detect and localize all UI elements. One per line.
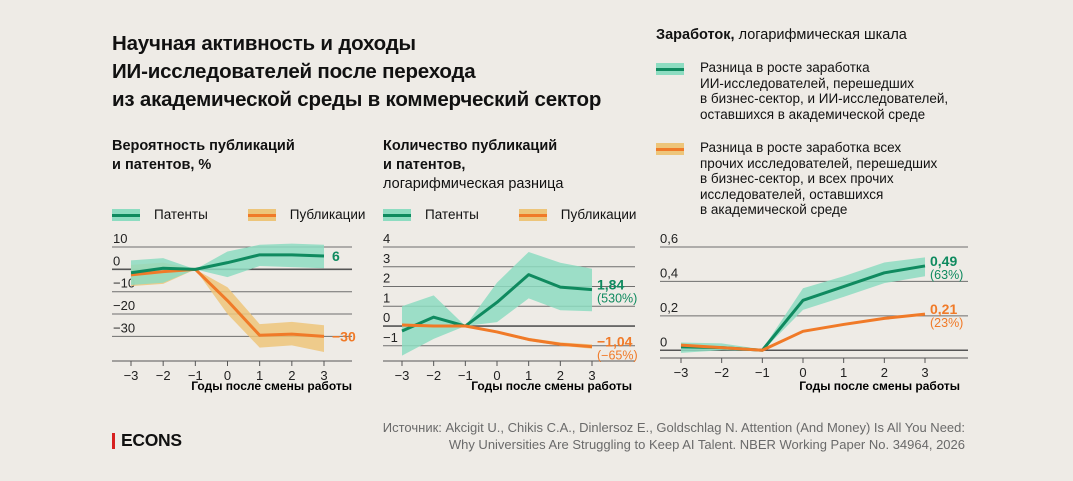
legend-line: Разница в росте заработка всех (700, 140, 902, 155)
x-tick-label: −1 (755, 365, 770, 380)
legend-line: прочих исследователей, перешедших (700, 155, 938, 171)
y-tick-label: −1 (383, 330, 398, 345)
y-tick-label: 4 (383, 231, 390, 246)
legend-line: в бизнес-сектор, и всех прочих (700, 171, 894, 186)
earnings-legend-other: Разница в росте заработка всех прочих ис… (656, 140, 990, 218)
x-axis-label: Годы после смены работы (799, 379, 960, 393)
orange-swatch-icon (247, 208, 276, 221)
panel2-subtitle: логарифмическая разница (383, 176, 564, 192)
x-tick-label: −3 (674, 365, 689, 380)
x-tick-label: 3 (320, 368, 327, 383)
y-tick-label: 10 (113, 231, 127, 246)
source-line: Источник: Akcigit U., Chikis C.A., Dinle… (382, 420, 965, 435)
panel3-title-rest: логарифмическая шкала (734, 27, 907, 43)
panel2-title-line: Количество публикаций (383, 138, 558, 154)
legend-line: в академической среде (700, 202, 848, 217)
panel1-title: Вероятность публикаций и патентов, % (112, 137, 295, 175)
end-value-label: −1,04 (597, 334, 633, 350)
green-swatch-icon (112, 208, 140, 221)
y-tick-label: 0,4 (660, 265, 678, 280)
panel1-legend: Патенты Публикации (112, 207, 405, 222)
end-percent-label: (530%) (597, 292, 637, 306)
legend-label: Публикации (289, 207, 366, 222)
logo-bar-icon (112, 432, 115, 449)
x-tick-label: 0 (799, 365, 806, 380)
x-tick-label: 3 (588, 368, 595, 383)
orange-swatch-icon (518, 208, 547, 221)
earnings-legend-ai: Разница в росте заработка ИИ-исследовате… (656, 60, 990, 122)
orange-swatch-icon (656, 143, 684, 155)
y-tick-label: 1 (383, 290, 390, 305)
legend-label: Публикации (560, 207, 637, 222)
x-tick-label: −3 (395, 368, 410, 383)
legend-line: ИИ-исследователей, перешедших (700, 75, 915, 91)
green-swatch-icon (656, 63, 684, 75)
x-tick-label: −2 (156, 368, 171, 383)
y-tick-label: −30 (113, 320, 135, 335)
y-tick-label: 2 (383, 271, 390, 286)
main-title-line: из академической среды в коммерческий се… (112, 88, 602, 111)
source-line: Why Universities Are Struggling to Keep … (448, 437, 965, 452)
main-title-line: ИИ-исследователей после перехода (112, 60, 476, 83)
x-tick-label: 1 (525, 368, 532, 383)
legend-line: исследователей, оставшихся (700, 186, 884, 202)
main-title: Научная активность и доходы ИИ-исследова… (112, 30, 601, 114)
y-tick-label: 0,6 (660, 231, 678, 246)
legend-line: в бизнес-сектор, и ИИ-исследователей, (700, 91, 949, 106)
legend-item-publications: Публикации (247, 207, 366, 222)
y-tick-label: 0,2 (660, 300, 678, 315)
x-tick-label: −3 (124, 368, 139, 383)
end-percent-label: (63%) (930, 268, 963, 282)
legend-label: Патенты (425, 207, 479, 222)
end-percent-label: (23%) (930, 316, 963, 330)
x-tick-label: 1 (256, 368, 263, 383)
panel1-title-line: Вероятность публикаций (112, 138, 295, 154)
y-tick-label: 0 (383, 310, 390, 325)
x-tick-label: −2 (714, 365, 729, 380)
end-value-label: −30 (332, 328, 356, 344)
y-tick-label: 0 (660, 334, 667, 349)
panel2-legend: Патенты Публикации (383, 207, 676, 222)
confidence-band-green (131, 243, 324, 285)
green-swatch-icon (383, 208, 411, 221)
x-tick-label: 2 (557, 368, 564, 383)
y-tick-label: 0 (113, 253, 120, 268)
end-value-label: 0,21 (930, 301, 957, 317)
legend-item-publications: Публикации (518, 207, 637, 222)
end-value-label: 6 (332, 248, 340, 264)
x-tick-label: 2 (881, 365, 888, 380)
panel2-title-line: и патентов, (383, 157, 466, 173)
legend-item-patents: Патенты (112, 207, 208, 222)
legend-item-patents: Патенты (383, 207, 479, 222)
y-tick-label: −20 (113, 298, 135, 313)
x-tick-label: 3 (921, 365, 928, 380)
end-value-label: 0,49 (930, 253, 957, 269)
legend-label: Патенты (154, 207, 208, 222)
x-tick-label: 2 (288, 368, 295, 383)
x-tick-label: 0 (224, 368, 231, 383)
legend-line: оставшихся в академической среде (700, 106, 926, 122)
x-tick-label: 1 (840, 365, 847, 380)
panel3-title-bold: Заработок, (656, 27, 735, 43)
x-axis-label: Годы после смены работы (471, 379, 632, 393)
x-tick-label: −1 (188, 368, 203, 383)
main-title-line: Научная активность и доходы (112, 32, 416, 55)
end-value-label: 1,84 (597, 277, 624, 293)
y-tick-label: 3 (383, 251, 390, 266)
econs-logo: ECONS (112, 430, 182, 451)
source-note: Источник: Akcigit U., Chikis C.A., Dinle… (383, 419, 965, 453)
x-tick-label: 0 (493, 368, 500, 383)
logo-text: ECONS (121, 430, 182, 450)
confidence-band-orange (131, 262, 324, 353)
x-axis-label: Годы после смены работы (191, 379, 352, 393)
x-tick-label: −1 (458, 368, 473, 383)
end-percent-label: (−65%) (597, 349, 638, 363)
legend-line: Разница в росте заработка (700, 60, 870, 75)
panel3-title: Заработок, логарифмическая шкала (656, 26, 907, 45)
panel2-title: Количество публикаций и патентов, логари… (383, 137, 563, 194)
y-tick-label: −10 (113, 276, 135, 291)
x-tick-label: −2 (426, 368, 441, 383)
panel1-title-line: и патентов, % (112, 157, 212, 173)
